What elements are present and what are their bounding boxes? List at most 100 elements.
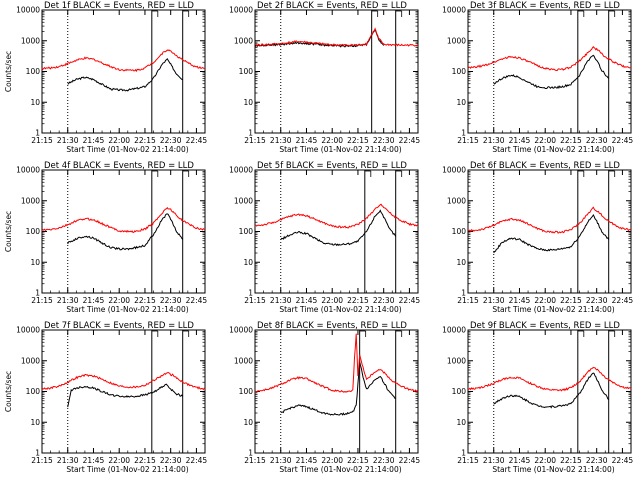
y-tick-label: 1000 — [21, 196, 40, 205]
y-tick-label: 100 — [239, 227, 254, 236]
plot-frame — [467, 169, 632, 294]
x-tick-label: 21:30 — [57, 296, 79, 305]
y-tick-label: 1 — [248, 129, 253, 138]
y-tick-label: 1 — [35, 449, 40, 458]
y-tick-label: 10000 — [16, 326, 40, 335]
y-tick-label: 1 — [461, 129, 466, 138]
chart-title: Det 7f BLACK = Events, RED = LLD — [44, 321, 194, 331]
x-tick-label: 21:15 — [457, 456, 479, 465]
x-tick-label: 22:30 — [160, 296, 182, 305]
y-tick-label: 1000 — [447, 36, 466, 45]
y-tick-label: 10000 — [442, 6, 466, 15]
x-axis-label: Start Time (01-Nov-02 21:14:00) — [492, 465, 614, 474]
lld-series-line — [41, 206, 206, 233]
detector-panel-2: Det 2f BLACK = Events, RED = LLD 1 10 100 10… — [213, 0, 426, 160]
x-tick-label: 22:45 — [186, 296, 208, 305]
y-tick-label: 1 — [35, 129, 40, 138]
y-tick-label: 1 — [35, 289, 40, 298]
x-tick-label: 21:15 — [457, 136, 479, 145]
x-tick-label: 21:30 — [483, 456, 505, 465]
lld-series-line — [467, 366, 632, 392]
x-tick-label: 22:45 — [399, 136, 421, 145]
x-tick-label: 22:45 — [612, 296, 634, 305]
y-tick-label: 1000 — [21, 356, 40, 365]
x-tick-label: 22:45 — [186, 136, 208, 145]
y-tick-label: 1000 — [234, 356, 253, 365]
y-tick-label: 100 — [452, 67, 467, 76]
y-tick-label: 100 — [26, 227, 41, 236]
detector-panel-1: Det 1f BLACK = Events, RED = LLD 1 10 100 10… — [0, 0, 213, 160]
x-tick-label: 21:30 — [483, 136, 505, 145]
y-tick-label: 10000 — [229, 326, 253, 335]
chart-svg: Det 3f BLACK = Events, RED = LLD 1 10 100 10… — [442, 1, 633, 154]
x-tick-label: 21:30 — [270, 136, 292, 145]
x-axis-label: Start Time (01-Nov-02 21:14:00) — [279, 305, 401, 314]
chart-svg: Det 6f BLACK = Events, RED = LLD 1 10 100 10… — [442, 161, 634, 314]
y-axis-label: Counts/sec — [4, 51, 13, 92]
x-tick-label: 22:00 — [534, 136, 556, 145]
x-tick-label: 22:15 — [347, 456, 369, 465]
lld-series-line — [467, 46, 632, 71]
x-tick-label: 22:45 — [186, 456, 208, 465]
detector-panel-9: Det 9f BLACK = Events, RED = LLD 1 10 100 10… — [426, 320, 639, 480]
chart-title: Det 2f BLACK = Events, RED = LLD — [257, 1, 407, 11]
x-tick-label: 21:45 — [296, 296, 318, 305]
x-tick-label: 22:00 — [321, 136, 343, 145]
y-tick-label: 10000 — [16, 166, 40, 175]
y-axis-label: Counts/sec — [4, 211, 13, 252]
x-axis-label: Start Time (01-Nov-02 21:14:00) — [492, 145, 614, 154]
events-series-line — [254, 28, 385, 48]
x-tick-label: 21:15 — [31, 296, 53, 305]
plot-frame — [467, 329, 632, 454]
x-axis-label: Start Time (01-Nov-02 21:14:00) — [66, 145, 188, 154]
y-tick-label: 100 — [452, 227, 467, 236]
y-tick-label: 1 — [461, 289, 466, 298]
x-tick-label: 21:15 — [457, 296, 479, 305]
y-tick-label: 1 — [461, 449, 466, 458]
x-tick-label: 21:15 — [244, 296, 266, 305]
chart-title: Det 3f BLACK = Events, RED = LLD — [470, 1, 620, 11]
x-tick-label: 21:30 — [270, 296, 292, 305]
y-tick-label: 10000 — [229, 6, 253, 15]
y-tick-label: 10000 — [442, 326, 466, 335]
chart-svg: Det 2f BLACK = Events, RED = LLD 1 10 100 10… — [229, 1, 421, 154]
y-tick-label: 1000 — [447, 196, 466, 205]
detector-panel-5: Det 5f BLACK = Events, RED = LLD 1 10 100 10… — [213, 160, 426, 320]
x-tick-label: 21:15 — [244, 136, 266, 145]
y-tick-label: 1000 — [234, 36, 253, 45]
lld-series-line — [41, 371, 206, 391]
x-tick-label: 22:15 — [560, 456, 582, 465]
x-tick-label: 21:30 — [483, 296, 505, 305]
x-tick-label: 22:15 — [134, 136, 156, 145]
y-tick-label: 100 — [26, 387, 41, 396]
x-tick-label: 21:45 — [296, 456, 318, 465]
x-tick-label: 21:45 — [296, 136, 318, 145]
y-tick-label: 1 — [248, 449, 253, 458]
x-tick-label: 22:15 — [347, 136, 369, 145]
lld-series-line — [254, 203, 419, 229]
x-tick-label: 21:45 — [509, 296, 531, 305]
y-axis-label: Counts/sec — [4, 371, 13, 412]
x-tick-label: 22:30 — [160, 136, 182, 145]
x-tick-label: 22:30 — [586, 136, 608, 145]
chart-title: Det 9f BLACK = Events, RED = LLD — [470, 321, 620, 331]
chart-title: Det 8f BLACK = Events, RED = LLD — [257, 321, 407, 331]
detector-panel-6: Det 6f BLACK = Events, RED = LLD 1 10 100 10… — [426, 160, 639, 320]
y-tick-label: 10000 — [229, 166, 253, 175]
x-tick-label: 22:00 — [534, 296, 556, 305]
x-tick-label: 22:15 — [560, 136, 582, 145]
y-tick-label: 10 — [456, 258, 466, 267]
x-tick-label: 22:00 — [108, 296, 130, 305]
x-axis-label: Start Time (01-Nov-02 21:14:00) — [66, 305, 188, 314]
x-tick-label: 22:00 — [108, 456, 130, 465]
y-tick-label: 10 — [456, 98, 466, 107]
x-tick-label: 22:30 — [373, 456, 395, 465]
x-axis-label: Start Time (01-Nov-02 21:14:00) — [66, 465, 188, 474]
plot-frame — [41, 329, 206, 454]
y-tick-label: 10 — [243, 258, 253, 267]
plot-frame — [254, 169, 419, 294]
chart-svg: Det 1f BLACK = Events, RED = LLD 1 10 100 10… — [4, 1, 208, 154]
x-tick-label: 21:15 — [31, 136, 53, 145]
lld-series-line — [41, 49, 205, 73]
